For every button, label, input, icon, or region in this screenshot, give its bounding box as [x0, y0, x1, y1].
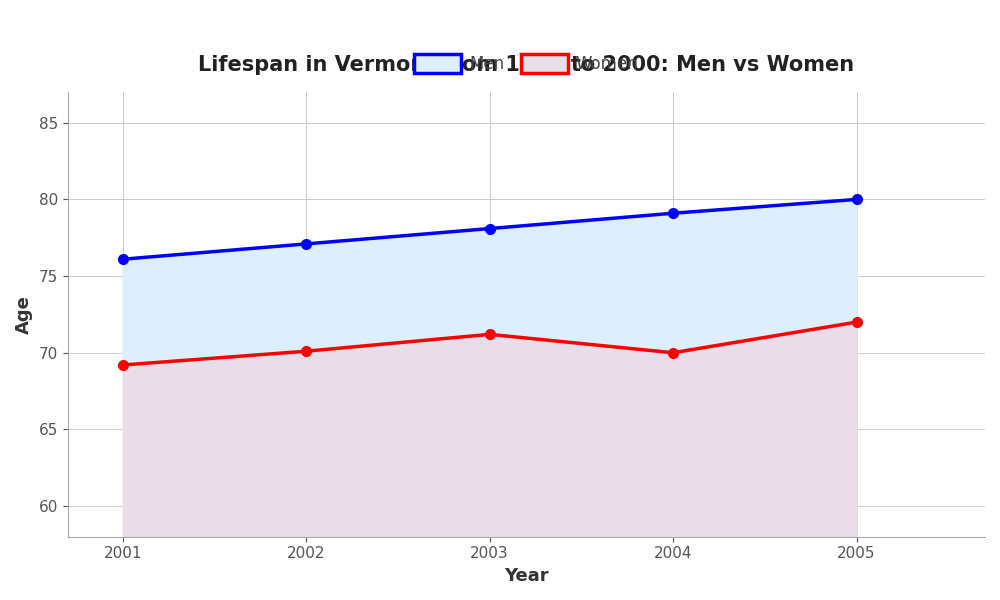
Y-axis label: Age: Age — [15, 295, 33, 334]
Title: Lifespan in Vermont from 1969 to 2000: Men vs Women: Lifespan in Vermont from 1969 to 2000: M… — [198, 55, 854, 75]
X-axis label: Year: Year — [504, 567, 549, 585]
Legend: Men, Women: Men, Women — [407, 47, 645, 80]
